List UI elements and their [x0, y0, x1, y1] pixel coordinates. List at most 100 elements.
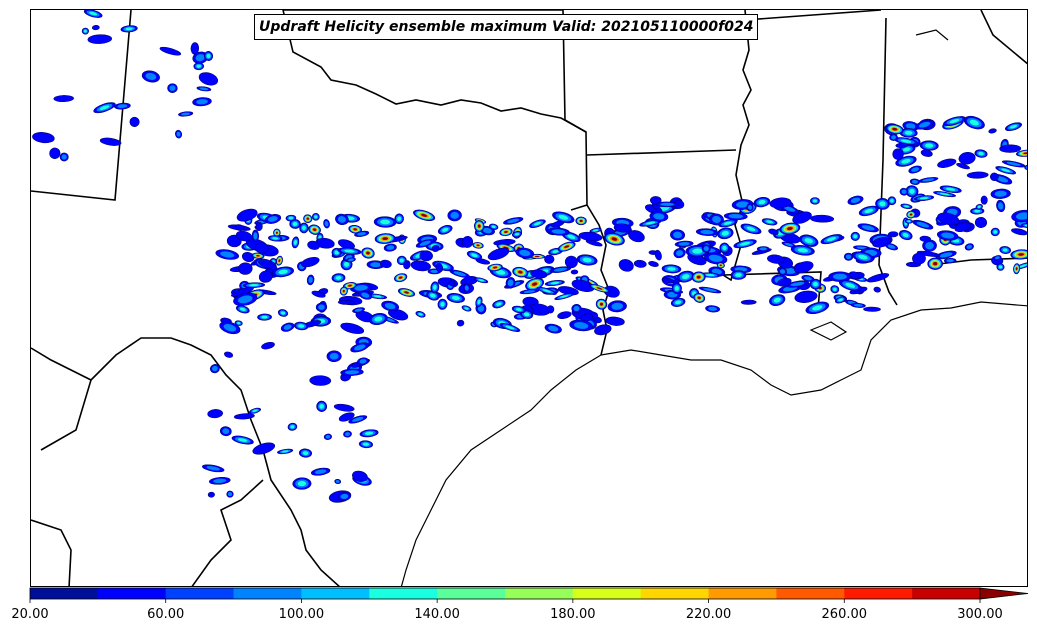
colorbar-bin	[97, 588, 167, 599]
helicity-blob	[977, 205, 981, 209]
helicity-blob	[53, 95, 74, 102]
helicity-blob	[252, 442, 276, 455]
helicity-blob	[980, 195, 988, 205]
helicity-blob	[675, 250, 684, 257]
helicity-blob	[1024, 224, 1027, 227]
helicity-blob	[451, 295, 460, 301]
helicity-blob	[993, 230, 998, 234]
helicity-blob	[99, 105, 110, 110]
helicity-blob	[357, 232, 367, 236]
helicity-blob	[937, 212, 960, 226]
colorbar-bin	[369, 588, 438, 599]
helicity-blob	[712, 215, 721, 223]
helicity-blob	[196, 99, 208, 105]
helicity-blob	[190, 42, 200, 55]
helicity-blob	[858, 254, 868, 260]
helicity-blob	[922, 178, 935, 182]
helicity-blob	[384, 302, 396, 310]
helicity-blob	[333, 403, 355, 412]
helicity-blob	[892, 148, 904, 160]
helicity-blob	[340, 322, 365, 334]
helicity-blob	[206, 466, 220, 471]
helicity-blob	[594, 324, 612, 336]
helicity-blob	[901, 158, 911, 164]
helicity-blob	[784, 242, 794, 247]
colorbar-bin	[233, 588, 302, 599]
helicity-blob	[397, 216, 402, 222]
helicity-blob	[1023, 152, 1027, 155]
oklahoma-north-border	[282, 10, 587, 133]
helicity-blob	[558, 214, 569, 220]
helicity-blob	[826, 237, 837, 242]
helicity-blob	[966, 171, 989, 179]
helicity-blob	[181, 112, 191, 116]
helicity-blob	[660, 202, 674, 206]
helicity-blob	[777, 277, 792, 287]
helicity-blob	[361, 292, 370, 298]
helicity-blob	[783, 206, 796, 212]
helicity-blob	[386, 245, 395, 250]
helicity-blob	[99, 137, 122, 146]
helicity-blob	[329, 352, 339, 360]
helicity-blob	[1015, 267, 1018, 271]
helicity-blob	[307, 240, 320, 250]
helicity-blob	[278, 269, 288, 275]
colorbar-bin	[505, 588, 574, 599]
helicity-blob	[792, 211, 812, 224]
helicity-blob	[570, 269, 579, 275]
helicity-blob	[419, 250, 433, 262]
helicity-blob	[681, 274, 690, 280]
helicity-blob	[585, 239, 603, 247]
helicity-blob	[705, 274, 715, 277]
helicity-blob	[507, 279, 514, 287]
helicity-blob	[995, 256, 1000, 260]
helicity-blob	[810, 214, 835, 223]
helicity-blob	[314, 469, 327, 474]
helicity-blob	[1018, 253, 1025, 256]
helicity-blob	[1016, 212, 1027, 220]
helicity-blob	[1011, 228, 1027, 236]
helicity-blob	[605, 316, 625, 326]
helicity-blob	[873, 286, 881, 293]
helicity-blob	[1006, 161, 1021, 166]
helicity-blob	[344, 261, 350, 267]
helicity-blob	[125, 27, 133, 31]
helicity-blob	[667, 267, 676, 271]
map-panel	[30, 9, 1028, 587]
helicity-blob	[342, 289, 345, 293]
helicity-blob	[280, 311, 286, 315]
helicity-blob	[939, 192, 950, 196]
helicity-blob	[206, 53, 211, 59]
helicity-blob	[504, 230, 508, 234]
helicity-blob	[740, 299, 757, 305]
helicity-blob	[453, 271, 466, 277]
helicity-blob	[237, 438, 248, 442]
helicity-blob	[696, 275, 701, 279]
helicity-blob	[430, 293, 436, 298]
helicity-blob	[450, 211, 459, 219]
helicity-blob	[348, 258, 354, 262]
helicity-blob	[998, 265, 1003, 269]
helicity-blob	[344, 370, 360, 375]
helicity-blob	[292, 221, 298, 227]
map-title: Updraft Helicity ensemble maximum Valid:…	[254, 14, 759, 40]
helicity-blob	[464, 285, 469, 291]
helicity-blob	[573, 305, 580, 312]
helicity-blob	[233, 413, 255, 420]
helicity-blob	[301, 225, 306, 231]
helicity-blob	[87, 34, 113, 44]
state-borders	[31, 10, 1027, 586]
colorbar-ticks: 20.00 60.00 100.00 140.00 180.00 220.00 260.00…	[11, 599, 1003, 622]
helicity-blob	[283, 324, 292, 330]
helicity-blob	[83, 29, 87, 33]
helicity-blob	[235, 230, 253, 242]
helicity-blob	[278, 259, 281, 263]
helicity-blob	[988, 128, 997, 134]
helicity-blob	[941, 232, 955, 239]
helicity-blob	[49, 147, 61, 159]
helicity-blob	[853, 234, 858, 239]
helicity-blob	[430, 269, 439, 274]
helicity-blob	[213, 478, 227, 484]
helicity-blob	[879, 201, 886, 207]
helicity-blob	[515, 307, 522, 312]
